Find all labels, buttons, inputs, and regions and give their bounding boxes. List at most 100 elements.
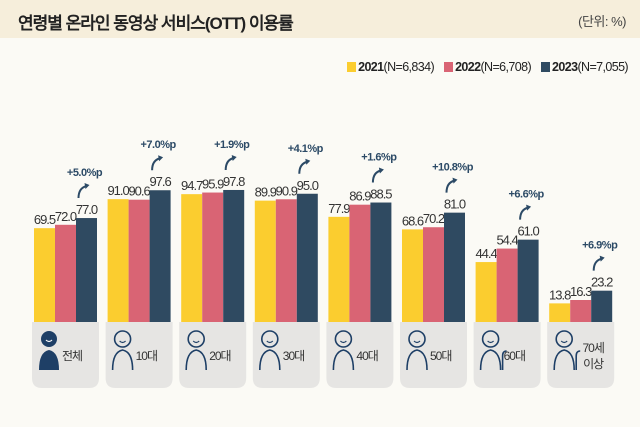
bar-2022 xyxy=(55,224,76,322)
increase-arrow-icon xyxy=(592,257,603,271)
bar-2022 xyxy=(275,199,297,322)
bar-2022 xyxy=(496,248,518,322)
bar-2022 xyxy=(202,192,224,322)
legend-item-2023: 2023 (N=7,055) xyxy=(541,60,629,74)
arrow-head-icon xyxy=(231,154,237,161)
increase-arrow-icon xyxy=(371,169,382,183)
change-annotation: +6.9%p xyxy=(582,240,618,252)
category-label: 10대 xyxy=(136,349,157,363)
legend-swatch xyxy=(444,62,454,72)
value-label: 89.9 xyxy=(255,185,277,200)
bar-2022 xyxy=(349,204,371,322)
value-label: 90.9 xyxy=(276,183,298,198)
value-label: 77.9 xyxy=(328,201,350,216)
category-label: 전체 xyxy=(62,349,82,363)
value-label: 95.0 xyxy=(297,178,319,193)
category-group: 전체 69.5 72.0 77.0 +5.0%p xyxy=(32,167,103,388)
legend-label: 2022 xyxy=(455,60,481,74)
category-group: 40대 77.986.9 88.5 +1.6%p xyxy=(326,152,398,388)
category-label-box xyxy=(547,322,615,388)
legend-item-2022: 2022 (N=6,708) xyxy=(444,60,532,74)
value-label: 13.8 xyxy=(549,287,571,302)
arrow-head-icon xyxy=(305,158,311,165)
legend-swatch xyxy=(541,62,551,72)
middle-aged-icon xyxy=(406,330,428,371)
arrow-head-icon xyxy=(452,177,458,184)
child-icon xyxy=(111,330,134,371)
value-label: 44.4 xyxy=(475,246,497,261)
bar-2021 xyxy=(475,262,497,322)
value-label: 54.4 xyxy=(496,233,518,248)
legend-n: (N=6,708) xyxy=(480,60,532,74)
value-label: 97.8 xyxy=(223,174,245,189)
arrow-head-icon xyxy=(526,204,532,211)
value-label: 70.2 xyxy=(423,211,445,226)
change-annotation: +1.9%p xyxy=(214,139,250,151)
value-label: 91.0 xyxy=(107,183,129,198)
increase-arrow-icon xyxy=(445,179,455,193)
young-adult-icon xyxy=(185,330,207,371)
adult-icon xyxy=(259,330,281,371)
legend-label: 2023 xyxy=(552,60,578,74)
category-label: 40대 xyxy=(356,349,377,363)
category-label-box xyxy=(400,322,467,388)
legend-item-2021: 2021 (N=6,834) xyxy=(347,60,435,74)
category-label: 이상 xyxy=(583,357,604,371)
increase-arrow-icon xyxy=(519,206,529,220)
bar-2023 xyxy=(149,190,171,322)
legend-n: (N=6,834) xyxy=(383,60,435,74)
bar-2022 xyxy=(128,199,150,322)
category-label-box xyxy=(252,322,320,388)
category-label: 20대 xyxy=(209,349,230,363)
senior-icon xyxy=(479,330,507,371)
bar-2023 xyxy=(76,218,97,322)
category-group: 60대 44.454.461.0 +6.6%p xyxy=(473,189,545,388)
bar-2022 xyxy=(423,227,444,322)
bar-2023 xyxy=(517,239,539,322)
value-label: 61.0 xyxy=(517,224,539,239)
value-label: 97.6 xyxy=(149,174,171,189)
legend-swatch xyxy=(347,62,357,72)
value-label: 94.7 xyxy=(181,178,203,193)
arrow-head-icon xyxy=(158,155,164,162)
value-label: 72.0 xyxy=(55,209,77,224)
bar-2021 xyxy=(328,216,350,322)
category-label: 70세 xyxy=(583,341,604,355)
elderly-with-cane-icon xyxy=(553,330,581,371)
value-label: 69.5 xyxy=(34,212,56,227)
category-label-box xyxy=(105,322,173,388)
category-group: 50대 68.6 70.281.0 +10.8%p xyxy=(400,162,474,388)
bar-2021 xyxy=(402,229,423,322)
change-annotation: +4.1%p xyxy=(288,143,324,155)
adult-icon xyxy=(332,330,355,371)
category-label: 30대 xyxy=(283,349,304,363)
bar-2023 xyxy=(370,202,392,322)
change-annotation: +6.6%p xyxy=(508,189,544,201)
category-label-box xyxy=(473,322,541,388)
bar-2021 xyxy=(549,303,571,322)
value-label: 95.9 xyxy=(202,177,224,192)
category-label: 50대 xyxy=(430,349,451,363)
increase-arrow-icon xyxy=(298,160,308,174)
legend-n: (N=7,055) xyxy=(577,60,628,74)
bar-2023 xyxy=(444,212,465,322)
value-label: 16.3 xyxy=(570,284,592,299)
bar-2021 xyxy=(181,194,203,322)
category-label-box xyxy=(179,322,247,388)
bar-2021 xyxy=(254,200,276,322)
person-silhouette-icon xyxy=(39,331,59,370)
category-group: 10대 91.0 90.697.6 +7.0%p xyxy=(105,139,177,388)
value-label: 86.9 xyxy=(349,189,371,204)
category-label-box xyxy=(326,322,394,388)
bar-2022 xyxy=(570,299,592,322)
arrow-head-icon xyxy=(599,255,605,262)
bar-2021 xyxy=(34,228,55,322)
title-band: 연령별 온라인 동영상 서비스(OTT) 이용률 (단위: %) xyxy=(0,0,640,38)
change-annotation: +1.6%p xyxy=(361,152,397,164)
change-annotation: +5.0%p xyxy=(67,167,103,179)
arrow-head-icon xyxy=(84,183,90,190)
bar-2023 xyxy=(296,193,318,322)
unit-label: (단위: %) xyxy=(578,14,626,29)
